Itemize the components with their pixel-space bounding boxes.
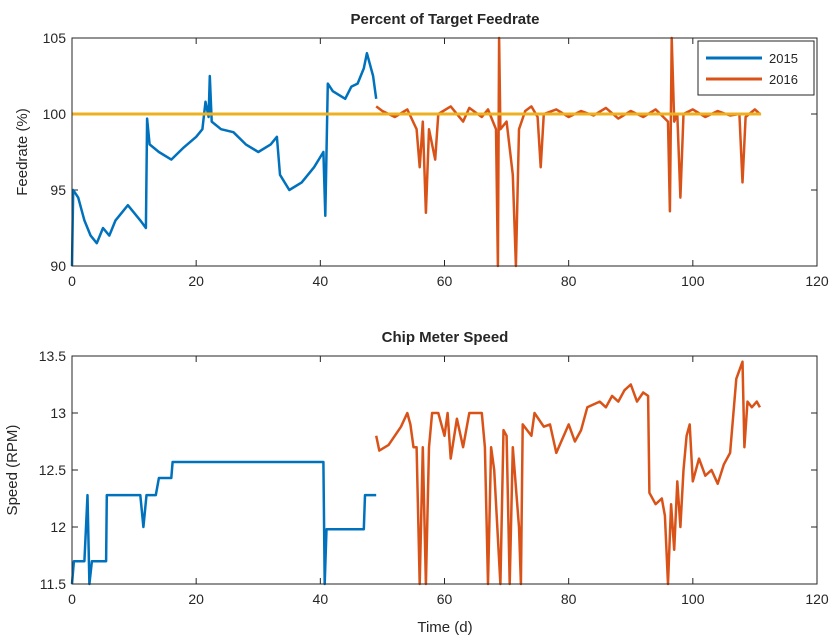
speed-x-tick-label: 40	[313, 591, 329, 607]
feedrate-x-tick-label: 100	[681, 273, 705, 289]
feedrate-y-tick-label: 95	[50, 182, 66, 198]
series-line-2015	[70, 460, 377, 586]
speed-ticks: 0 20 40 60 80 100 120 11.5 12 12.5 13 13.5	[39, 348, 829, 607]
series-line-2016	[374, 360, 761, 586]
speed-x-tick-label: 60	[437, 591, 453, 607]
feedrate-legend: 2015 2016	[697, 40, 815, 96]
speed-axes-box	[71, 355, 818, 585]
speed-y-tick-label: 12.5	[39, 462, 66, 478]
feedrate-series	[70, 36, 762, 268]
speed-y-tick-label: 11.5	[40, 576, 66, 592]
speed-x-tick-label: 80	[561, 591, 577, 607]
feedrate-x-tick-label: 20	[188, 273, 204, 289]
speed-series	[70, 360, 761, 586]
time-x-axis-label: Time (d)	[417, 619, 472, 636]
feedrate-y-axis-label: Feedrate (%)	[14, 108, 31, 196]
series-line-2015	[70, 51, 378, 267]
feedrate-x-tick-label: 60	[437, 273, 453, 289]
speed-panel: Chip Meter Speed Speed (RPM) Time (d) 0 2…	[4, 329, 829, 636]
speed-y-axis-label: Speed (RPM)	[4, 425, 21, 516]
speed-y-tick-label: 12	[50, 519, 66, 535]
speed-x-tick-label: 20	[188, 591, 204, 607]
legend-2015-label: 2015	[769, 51, 798, 66]
feedrate-x-tick-label: 80	[561, 273, 577, 289]
feedrate-axes-box	[71, 37, 818, 267]
feedrate-y-tick-label: 100	[43, 106, 67, 122]
speed-x-tick-label: 120	[805, 591, 829, 607]
feedrate-chart-title: Percent of Target Feedrate	[351, 11, 540, 28]
legend-box	[697, 40, 815, 96]
feedrate-y-tick-label: 105	[43, 30, 67, 46]
speed-x-tick-label: 100	[681, 591, 705, 607]
legend-2016-label: 2016	[769, 72, 798, 87]
speed-chart-title: Chip Meter Speed	[382, 329, 509, 346]
speed-y-tick-label: 13.5	[39, 348, 66, 364]
feedrate-panel: Percent of Target Feedrate Feedrate (%) …	[14, 11, 829, 289]
feedrate-x-tick-label: 120	[805, 273, 829, 289]
feedrate-x-tick-label: 40	[313, 273, 329, 289]
speed-y-tick-label: 13	[50, 405, 66, 421]
feedrate-x-tick-label: 0	[68, 273, 76, 289]
feedrate-ticks: 0 20 40 60 80 100 120 90 95 100 105	[43, 30, 829, 289]
feedrate-y-tick-label: 90	[50, 258, 66, 274]
speed-x-tick-label: 0	[68, 591, 76, 607]
